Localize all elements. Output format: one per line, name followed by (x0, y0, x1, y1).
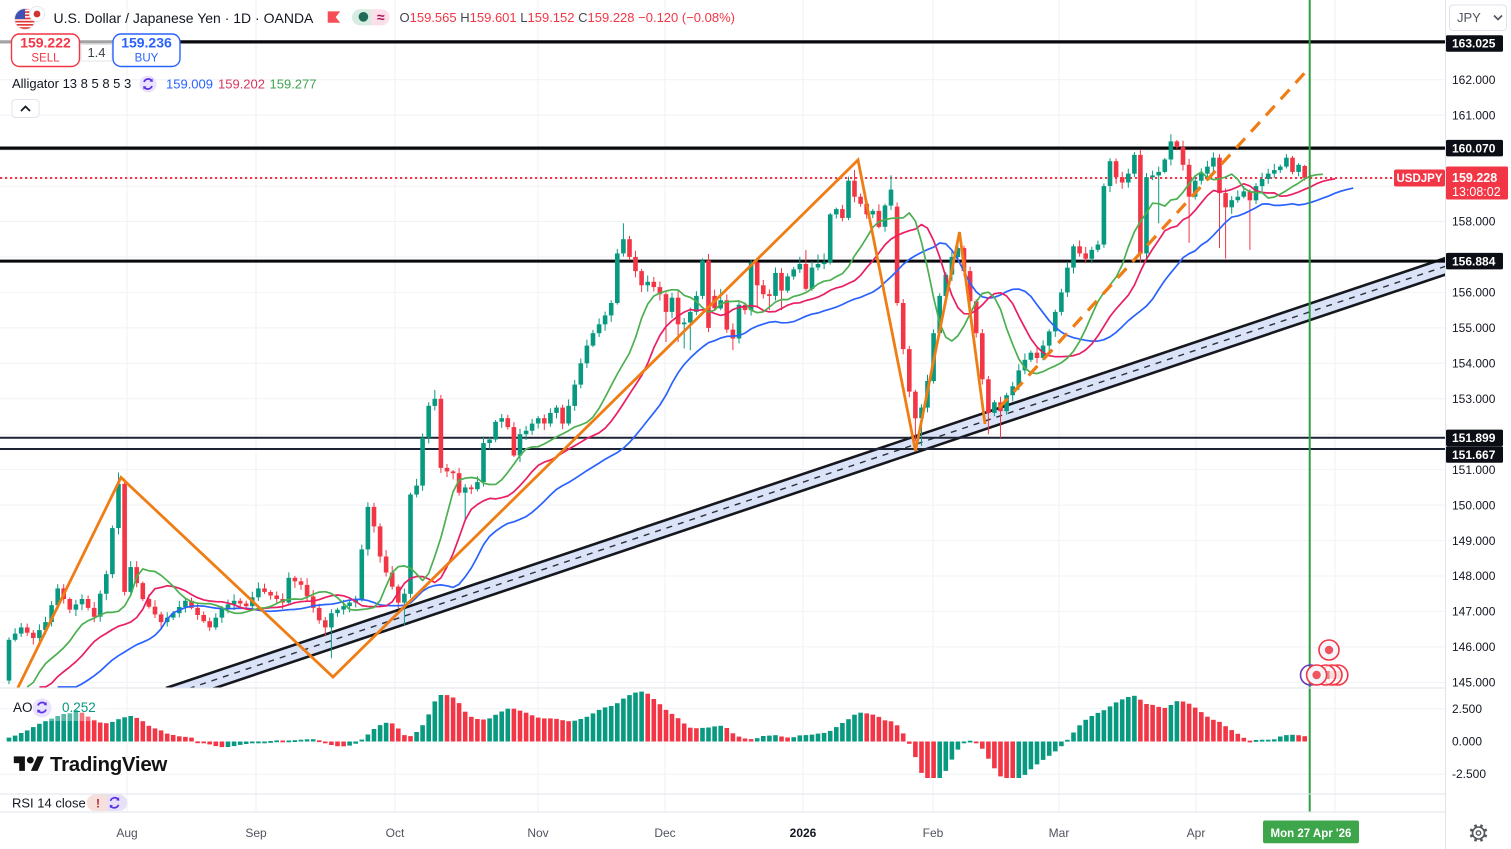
svg-text:Nov: Nov (527, 826, 548, 840)
svg-text:159.202: 159.202 (218, 77, 265, 92)
svg-text:USDJPY: USDJPY (1396, 173, 1442, 185)
svg-text:Mar: Mar (1049, 826, 1070, 840)
svg-text:148.000: 148.000 (1452, 569, 1496, 583)
svg-text:159.222: 159.222 (20, 35, 71, 51)
svg-text:161.000: 161.000 (1452, 108, 1496, 122)
svg-text:Sep: Sep (245, 826, 267, 840)
svg-text:159.228: 159.228 (1452, 171, 1497, 185)
svg-text:!: ! (96, 799, 100, 811)
svg-text:Aug: Aug (116, 826, 137, 840)
svg-text:151.667: 151.667 (1452, 448, 1496, 462)
svg-text:RSI 14 close: RSI 14 close (12, 796, 86, 811)
svg-text:Apr: Apr (1187, 826, 1206, 840)
svg-text:Feb: Feb (923, 826, 944, 840)
svg-text:AO: AO (13, 700, 33, 715)
svg-text:2026: 2026 (790, 826, 817, 840)
svg-text:160.070: 160.070 (1452, 141, 1496, 155)
svg-text:163.025: 163.025 (1452, 37, 1496, 51)
svg-text:0.252: 0.252 (62, 700, 96, 715)
svg-text:-2.500: -2.500 (1452, 767, 1486, 781)
svg-text:155.000: 155.000 (1452, 321, 1496, 335)
svg-text:Alligator 13 8 5 8 5 3: Alligator 13 8 5 8 5 3 (12, 76, 131, 91)
svg-text:156.884: 156.884 (1452, 254, 1496, 268)
svg-text:150.000: 150.000 (1452, 498, 1496, 512)
svg-text:Dec: Dec (654, 826, 675, 840)
svg-text:159.009: 159.009 (166, 77, 213, 92)
svg-text:Mon 27 Apr '26: Mon 27 Apr '26 (1271, 828, 1352, 840)
svg-text:O159.565 H159.601 L159.152 C15: O159.565 H159.601 L159.152 C159.228 −0.1… (400, 10, 736, 25)
svg-text:BUY: BUY (135, 53, 159, 65)
svg-text:159.277: 159.277 (270, 77, 317, 92)
svg-text:159.236: 159.236 (121, 35, 172, 51)
svg-text:SELL: SELL (31, 53, 60, 65)
svg-text:TradingView: TradingView (50, 753, 167, 776)
svg-text:13:08:02: 13:08:02 (1452, 185, 1501, 199)
svg-text:156.000: 156.000 (1452, 286, 1496, 300)
svg-text:2.500: 2.500 (1452, 702, 1482, 716)
svg-text:JPY: JPY (1457, 10, 1481, 25)
svg-text:162.000: 162.000 (1452, 73, 1496, 87)
svg-text:151.000: 151.000 (1452, 463, 1496, 477)
svg-text:Oct: Oct (386, 826, 405, 840)
svg-text:149.000: 149.000 (1452, 534, 1496, 548)
svg-text:158.000: 158.000 (1452, 215, 1496, 229)
svg-text:147.000: 147.000 (1452, 605, 1496, 619)
svg-text:1.4: 1.4 (87, 45, 105, 60)
svg-text:146.000: 146.000 (1452, 640, 1496, 654)
svg-text:0.000: 0.000 (1452, 735, 1482, 749)
svg-text:153.000: 153.000 (1452, 392, 1496, 406)
svg-text:154.000: 154.000 (1452, 357, 1496, 371)
svg-text:≈: ≈ (377, 9, 385, 25)
svg-text:145.000: 145.000 (1452, 676, 1496, 690)
svg-text:151.899: 151.899 (1452, 431, 1496, 445)
svg-text:U.S. Dollar / Japanese Yen · 1: U.S. Dollar / Japanese Yen · 1D · OANDA (54, 10, 315, 26)
